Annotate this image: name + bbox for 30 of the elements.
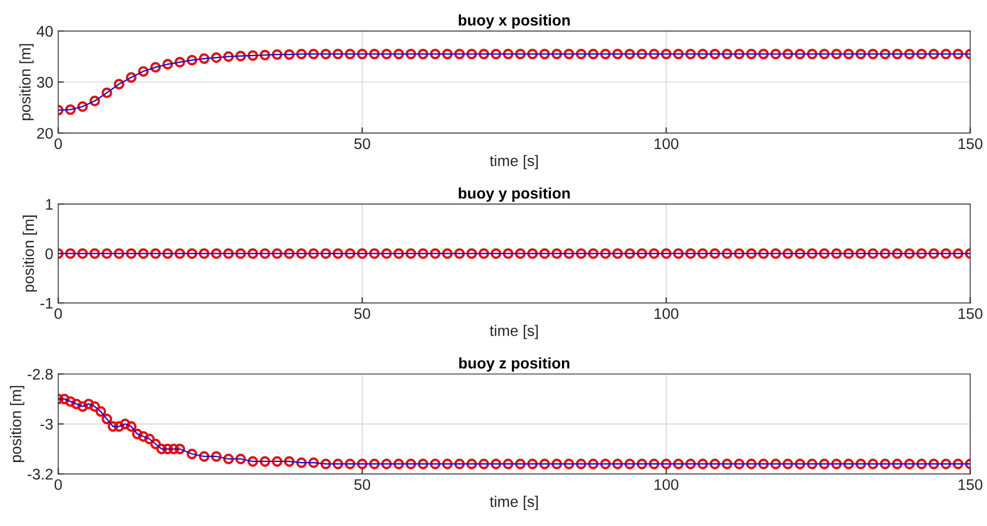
x-tick-label: 100 [654,308,678,320]
x-tick-label: 50 [354,479,370,490]
chart-title: buoy x position [458,14,570,29]
y-tick-label: 30 [36,76,53,88]
x-axis-title: time [s] [490,154,538,170]
x-tick-label: 150 [958,308,982,320]
y-tick-label: -1 [40,298,53,309]
y-tick-label: -3 [40,418,53,430]
x-tick-label: 0 [54,138,62,150]
y-axis-title: position [m] [10,386,24,462]
y-tick-label: -3.2 [28,468,53,480]
y-axis-title: position [m] [22,216,38,292]
x-tick-label: 50 [354,308,370,320]
x-tick-label: 100 [654,479,678,490]
x-tick-label: 150 [958,479,982,490]
y-tick-label: 20 [37,128,53,139]
y-tick-label: 0 [45,248,53,260]
y-axis-title: position [m] [19,44,34,120]
x-tick-label: 0 [54,308,62,320]
x-tick-label: 0 [54,479,62,490]
x-tick-label: 150 [958,138,982,150]
x-axis-title: time [s] [490,324,538,340]
y-tick-label: -2.8 [28,368,53,380]
x-tick-label: 100 [654,138,678,150]
x-axis-title: time [s] [490,496,538,510]
x-tick-label: 50 [354,138,370,150]
y-tick-label: 1 [46,199,53,210]
y-tick-label: 40 [36,26,53,37]
chart-title: buoy z position [459,357,570,372]
chart-title: buoy y position [458,187,570,202]
